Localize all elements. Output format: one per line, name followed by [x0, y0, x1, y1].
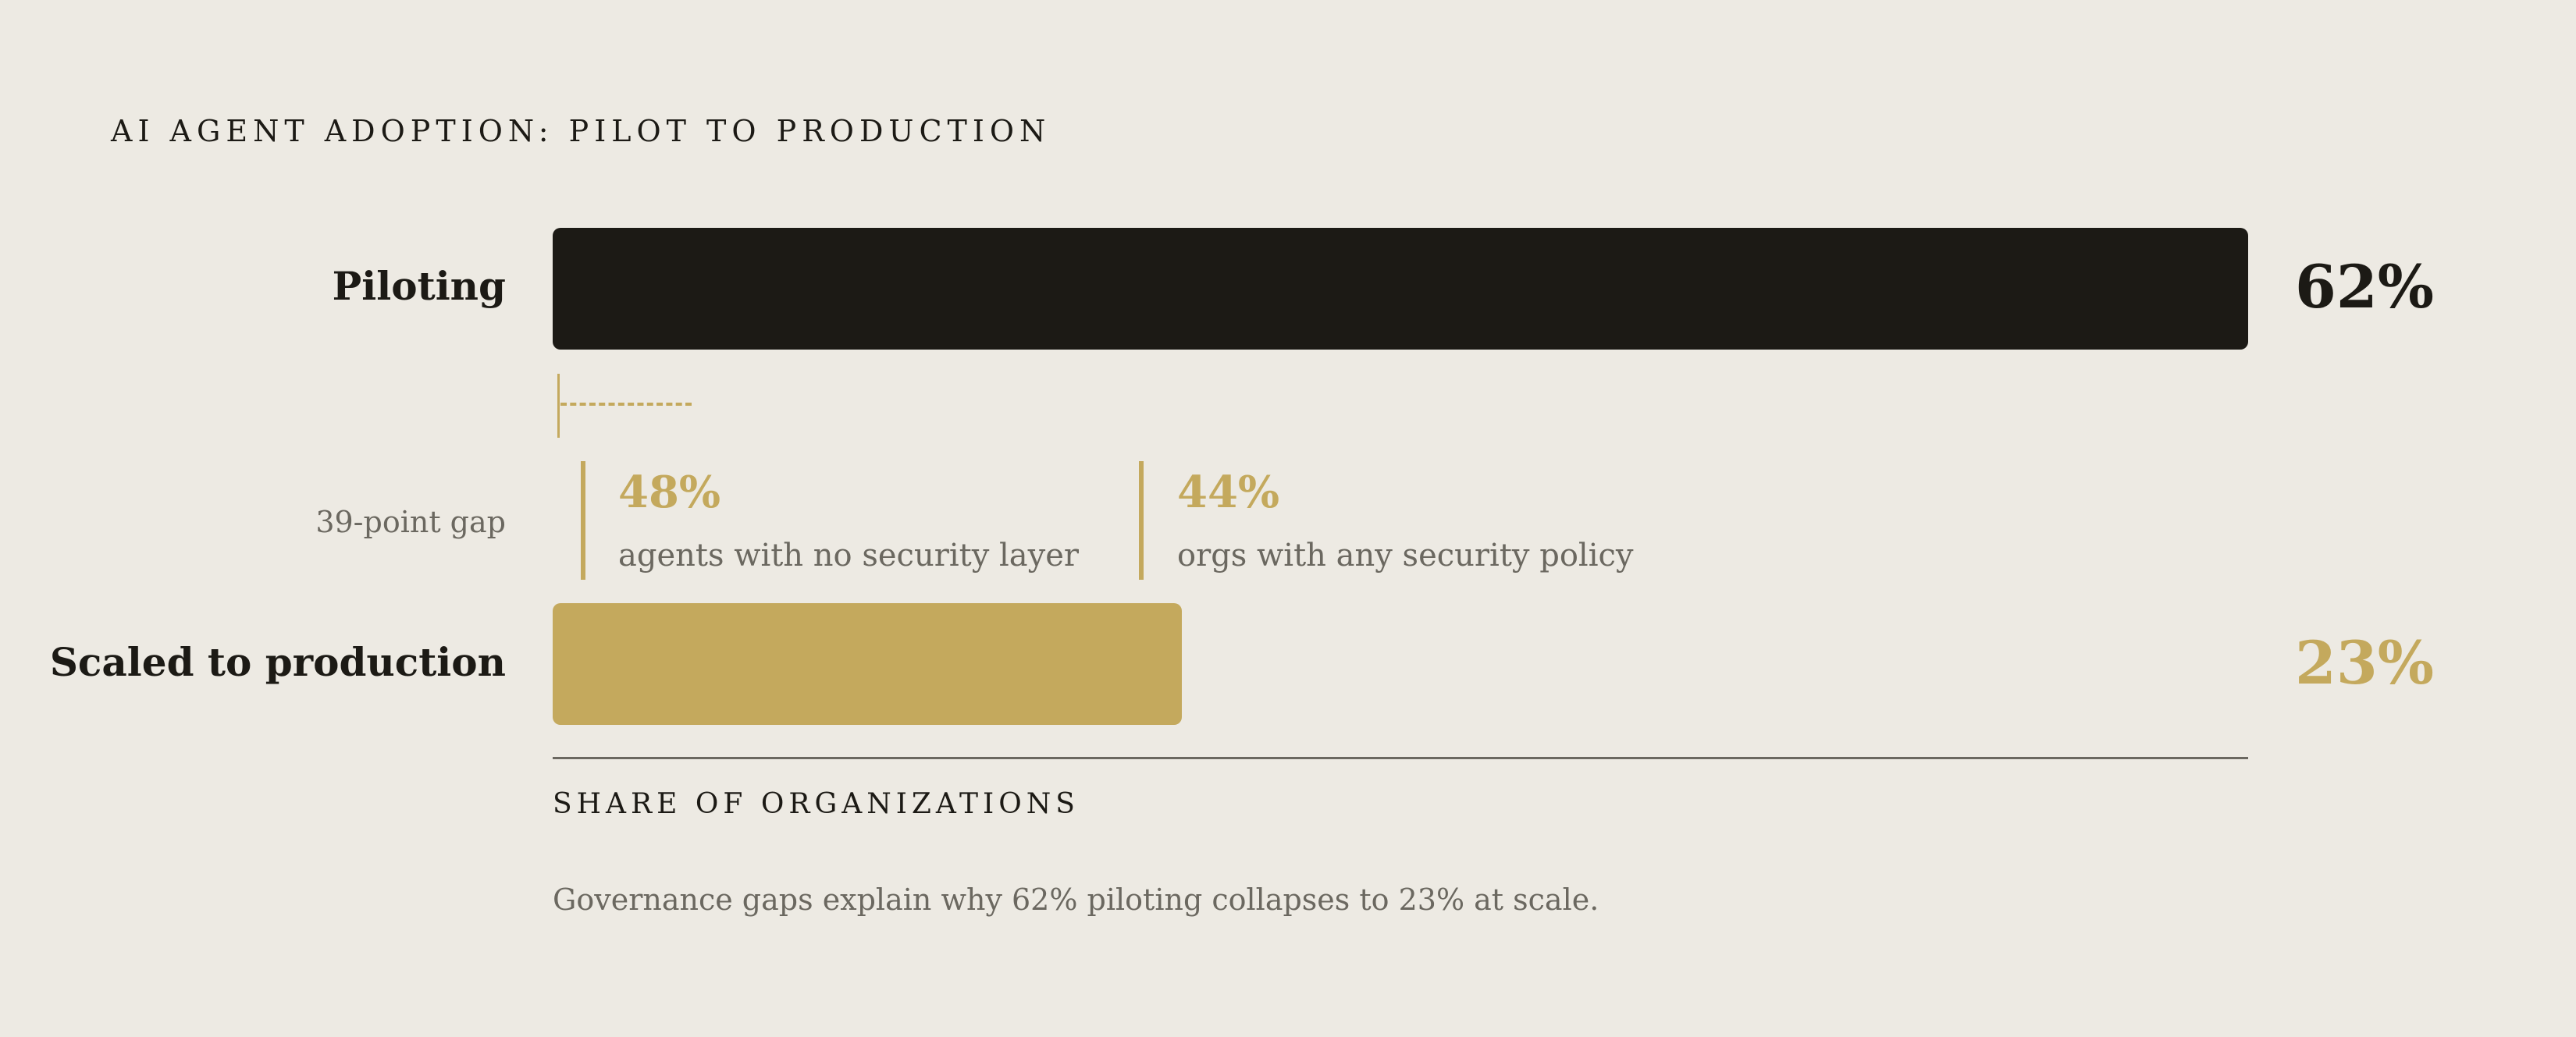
stat-description: orgs with any security policy — [1177, 538, 1634, 574]
value-label-piloting: 62% — [2295, 252, 2434, 321]
chart-title: AI AGENT ADOPTION: PILOT TO PRODUCTION — [111, 114, 1051, 148]
category-label-scaled-to-production: Scaled to production — [49, 639, 506, 685]
x-axis-label: SHARE OF ORGANIZATIONS — [553, 788, 1080, 820]
gap-label: 39-point gap — [315, 505, 506, 539]
gap-marker-tick — [557, 374, 560, 438]
bar-scaled-to-production — [553, 603, 1182, 725]
value-label-scaled-to-production: 23% — [2295, 628, 2434, 698]
category-label-piloting: Piloting — [332, 263, 506, 309]
chart-caption: Governance gaps explain why 62% piloting… — [553, 883, 1599, 917]
gap-marker-dashed-line — [560, 403, 692, 406]
stat-value: 48% — [618, 467, 721, 518]
stat-accent-rule — [581, 461, 585, 580]
stat-description: agents with no security layer — [618, 538, 1080, 574]
bar-piloting — [553, 228, 2248, 350]
stat-value: 44% — [1177, 467, 1280, 518]
x-axis-line — [553, 757, 2248, 759]
stat-accent-rule — [1139, 461, 1144, 580]
